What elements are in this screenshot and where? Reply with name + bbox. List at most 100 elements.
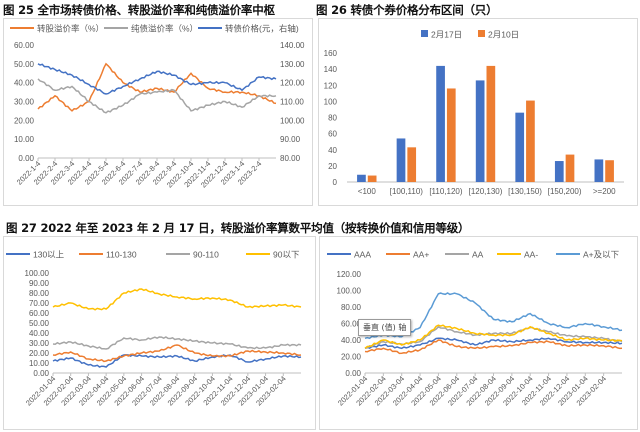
figure-26-title: 图 26 转债个券价格分布区间（只） (316, 3, 498, 17)
legend-label: 2月17日 (431, 30, 462, 40)
bar-1 (594, 159, 604, 182)
legend-label: 110-130 (106, 250, 137, 260)
y-tick-label: 80 (328, 114, 337, 123)
figure-26-svg: 2月17日 2月10日 0 20 40 60 80 100 120 140 160 <100 [100,… (324, 30, 624, 196)
y-tick-label: 60.00 (14, 41, 35, 50)
figure-27a-svg: 130以上 110-130 90-110 90以下 0.0010.0020.0030.0… (6, 250, 302, 408)
y-tick-label: 10.00 (29, 359, 50, 368)
x-tick-label: [130,150) (508, 187, 542, 196)
legend-label: A+及以下 (583, 250, 620, 260)
y-tick-label: 20.00 (14, 116, 35, 125)
figure-27b-svg: AAA AA+ AA AA- A+及以下 0.00 20.00 40.00 60.00 80.00… (327, 250, 623, 408)
series-line-1 (52, 353, 302, 368)
y2-tick-label: 100.00 (280, 116, 305, 125)
x-tick-label: [110,120) (429, 187, 463, 196)
axis-tooltip: 垂直 (值) 轴 (358, 319, 412, 336)
legend-label: AA- (524, 250, 538, 260)
y-tick-label: 120.00 (337, 270, 362, 279)
bar-1 (475, 80, 485, 182)
y-tick-label: 0.00 (345, 369, 361, 378)
legend-label: AA (472, 250, 484, 260)
legend-swatch (421, 30, 428, 37)
y-tick-label: 50.00 (29, 319, 50, 328)
legend-label: 纯债溢价率（%） (131, 24, 198, 34)
y-tick-label: 50.00 (14, 60, 35, 69)
legend-label: 转股溢价率（%） (37, 24, 104, 34)
y2-tick-label: 140.00 (280, 41, 305, 50)
legend-label: 2月10日 (488, 30, 519, 40)
y-tick-label: 80.00 (29, 289, 50, 298)
y-tick-label: 0.00 (18, 154, 34, 163)
y-tick-label: 120 (324, 81, 338, 90)
legend-label: AAA (354, 250, 371, 260)
y-tick-label: 40.00 (14, 79, 35, 88)
bar-2 (486, 65, 496, 182)
y-tick-label: 20.00 (29, 349, 50, 358)
figure-27-title: 图 27 2022 年至 2023 年 2 月 17 日，转股溢价率算数平均值（… (6, 221, 470, 235)
figure-25-svg: 转股溢价率（%） 纯债溢价率（%） 转债价格(元，右轴) 0.00 10.00 20.00… (10, 24, 305, 190)
y-tick-label: 100 (324, 97, 338, 106)
y-tick-label: 30.00 (14, 98, 35, 107)
x-tick-label: [150,200) (548, 187, 582, 196)
y-tick-label: 30.00 (29, 339, 50, 348)
legend-swatch (478, 30, 485, 37)
bar-1 (554, 161, 564, 182)
y-tick-label: 0.00 (33, 369, 49, 378)
y-tick-label: 0 (333, 178, 338, 187)
series-line-2 (364, 339, 623, 355)
bar-2 (565, 154, 575, 182)
y2-tick-label: 130.00 (280, 60, 305, 69)
legend-label: 130以上 (33, 250, 65, 260)
x-tick-label: <100 (358, 187, 377, 196)
y-tick-label: 100.00 (337, 287, 362, 296)
y-tick-label: 10.00 (14, 135, 35, 144)
series-line-1 (364, 337, 623, 350)
y2-tick-label: 90.00 (280, 135, 301, 144)
x-tick-label: >=200 (593, 187, 616, 196)
bar-1 (396, 138, 406, 182)
bar-1 (436, 65, 445, 182)
y2-tick-label: 120.00 (280, 79, 305, 88)
y-tick-label: 40 (328, 146, 337, 155)
bar-1 (515, 112, 525, 182)
x-tick-label: [100,110) (390, 187, 424, 196)
y-tick-label: 60.00 (29, 309, 50, 318)
y-tick-label: 20 (328, 162, 337, 171)
y-tick-label: 60 (328, 130, 337, 139)
y2-tick-label: 110.00 (280, 98, 304, 107)
figure-27a-chart: 130以上 110-130 90-110 90以下 0.00 10.00 20.00 30.0… (3, 236, 316, 430)
bar-2 (367, 175, 377, 182)
y-tick-label: 40.00 (341, 336, 362, 345)
series-line-3 (52, 336, 302, 350)
y-tick-label: 60.00 (341, 320, 362, 329)
bar-1 (357, 174, 366, 182)
series-line-3 (37, 63, 277, 95)
figure-25-title: 图 25 全市场转债价格、转股溢价率和纯债溢价率中枢 (3, 3, 275, 17)
series-line-2 (52, 344, 302, 363)
series-line-1 (37, 62, 277, 112)
legend-label: AA+ (413, 250, 429, 260)
y-tick-label: 80.00 (341, 303, 362, 312)
series-line-4 (364, 324, 623, 349)
series-line-2 (37, 78, 277, 114)
y-tick-label: 90.00 (29, 279, 50, 288)
figure-26-chart: 2月17日 2月10日 0 20 40 60 80 100 120 140 160 <100 [100,… (318, 18, 638, 206)
bar-2 (446, 88, 456, 182)
figure-27b-chart: AAA AA+ AA AA- A+及以下 0.00 20.00 40.00 60.00 80.00… (319, 236, 638, 430)
y-tick-label: 160 (324, 49, 338, 58)
bar-2 (407, 147, 417, 182)
series-line-4 (52, 288, 302, 311)
figure-25-chart: 转股溢价率（%） 纯债溢价率（%） 转债价格(元，右轴) 0.00 10.00 20.00… (3, 18, 313, 206)
legend-label: 90以下 (273, 250, 300, 260)
y-tick-label: 40.00 (29, 329, 50, 338)
y-tick-label: 20.00 (341, 353, 362, 362)
x-tick-label: [120,130) (469, 187, 503, 196)
y-tick-label: 70.00 (29, 299, 50, 308)
y-tick-label: 140 (324, 65, 338, 74)
bar-2 (605, 160, 614, 182)
legend-label: 90-110 (193, 250, 219, 260)
y-tick-label: 100.00 (25, 269, 50, 278)
bar-2 (526, 100, 535, 182)
legend-label: 转债价格(元，右轴) (225, 24, 299, 34)
y2-tick-label: 80.00 (280, 154, 301, 163)
